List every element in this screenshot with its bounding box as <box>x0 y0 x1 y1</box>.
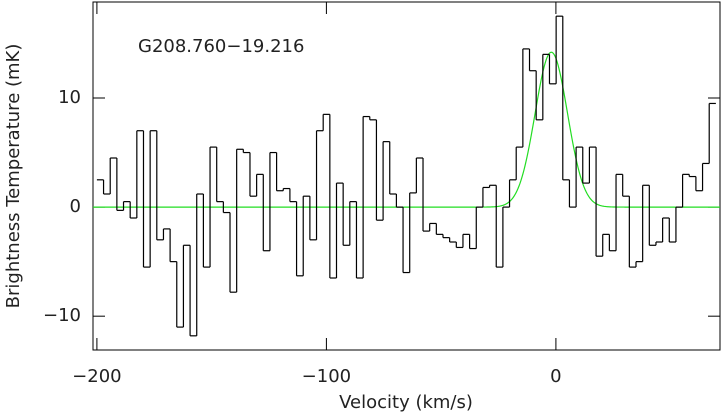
x-tick-label: −200 <box>72 366 121 387</box>
y-tick-label: −10 <box>43 305 81 326</box>
y-tick-label: 10 <box>58 87 81 108</box>
y-axis-label: Brightness Temperature (mK) <box>3 44 24 309</box>
x-tick-label: −100 <box>302 366 351 387</box>
annotation: G208.760−19.216 <box>138 36 304 57</box>
x-tick-label: 0 <box>550 366 561 387</box>
x-axis-label: Velocity (km/s) <box>339 392 473 413</box>
y-tick-label: 0 <box>70 196 81 217</box>
gaussian-fit <box>93 51 720 208</box>
plot-frame <box>92 1 721 351</box>
